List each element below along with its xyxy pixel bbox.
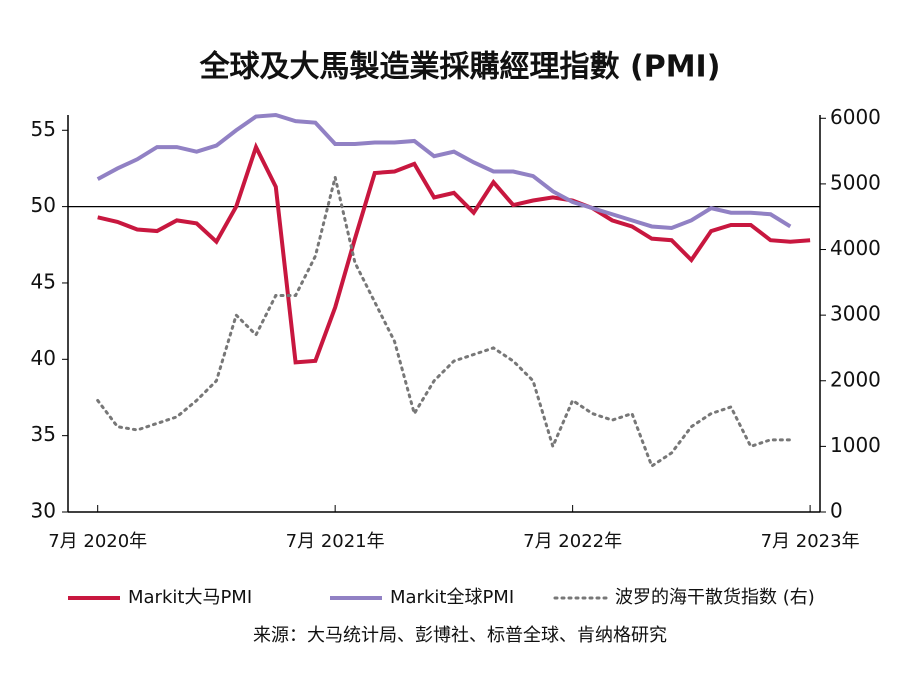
y2-tick-label: 0 [830, 499, 843, 523]
series-line [97, 141, 811, 365]
series-line [96, 176, 792, 469]
series-line [96, 112, 792, 231]
legend-label: 波罗的海干散货指数 (右) [615, 587, 815, 608]
y-tick-label: 45 [31, 269, 56, 293]
y2-tick-label: 5000 [830, 170, 881, 194]
source: 来源：大马统计局、彭博社、标普全球、肯纳格研究 [253, 625, 667, 646]
y-tick-label: 50 [31, 193, 56, 217]
y-tick-label: 35 [31, 422, 56, 446]
y2-tick-label: 4000 [830, 236, 881, 260]
x-tick-label: 7月 2022年 [523, 531, 622, 552]
y2-tick-label: 2000 [830, 367, 881, 391]
y-tick-label: 40 [31, 346, 56, 370]
chart-title: 全球及大馬製造業採購經理指數 (PMI) [199, 50, 721, 85]
y2-tick-label: 1000 [830, 433, 881, 457]
y2-tick-label: 6000 [830, 105, 881, 129]
x-tick-label: 7月 2023年 [761, 531, 860, 552]
y2-tick-label: 3000 [830, 302, 881, 326]
x-tick-label: 7月 2021年 [286, 531, 385, 552]
y-tick-label: 30 [31, 499, 56, 523]
legend-label: Markit全球PMI [390, 587, 514, 608]
legend-label: Markit大马PMI [128, 587, 252, 608]
x-tick-label: 7月 2020年 [48, 531, 147, 552]
y-tick-label: 55 [31, 117, 56, 141]
